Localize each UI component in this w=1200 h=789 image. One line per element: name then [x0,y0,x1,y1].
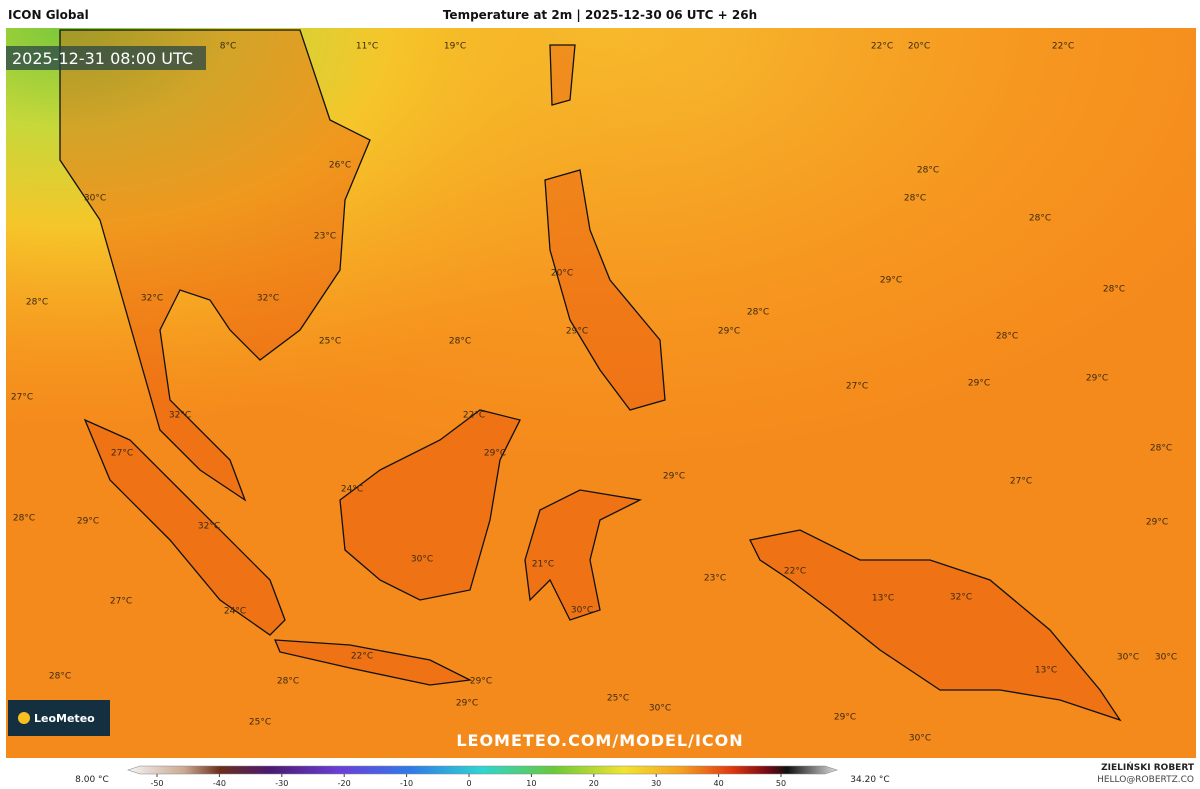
temperature-label: 28°C [904,194,926,204]
temperature-label: 30°C [1155,653,1177,663]
temperature-label: 32°C [169,411,191,421]
temperature-label: 29°C [718,327,740,337]
temperature-label: 28°C [1029,214,1051,224]
temperature-label: 22°C [351,652,373,662]
colorbar-tick-label: -50 [150,779,163,788]
temperature-label: 30°C [909,734,931,744]
island [83,418,286,636]
temperature-label: 20°C [551,269,573,279]
colorbar-tick-label: 0 [466,779,471,788]
temperature-label: 26°C [329,161,351,171]
temperature-label: 29°C [566,327,588,337]
island [339,409,521,601]
colorbar-min: 8.00 °C [75,775,109,785]
temperature-label: 28°C [996,332,1018,342]
colorbar-tick-label: 50 [776,779,786,788]
colorbar-tick-label: 10 [526,779,536,788]
watermark: LEOMETEO.COM/MODEL/ICON [456,731,743,750]
island [524,489,643,621]
temperature-label: 27°C [111,449,133,459]
temperature-label: 25°C [249,718,271,728]
temperature-label: 32°C [950,593,972,603]
author-contact: HELLO@ROBERTZ.CO [1097,775,1194,785]
logo-sun [18,712,30,724]
temperature-label: 24°C [341,485,363,495]
temperature-label: 29°C [1146,518,1168,528]
temperature-label: 29°C [1086,374,1108,384]
colorbar-tick-label: -30 [275,779,288,788]
temperature-label: 8°C [220,42,237,52]
valid-time: 2025-12-31 08:00 UTC [12,49,193,68]
map-title: Temperature at 2m | 2025-12-30 06 UTC + … [443,8,757,22]
temperature-label: 23°C [314,232,336,242]
temperature-label: 32°C [257,294,279,304]
temperature-label: 28°C [26,298,48,308]
temperature-label: 29°C [484,449,506,459]
temperature-label: 28°C [277,677,299,687]
colorbar-max: 34.20 °C [850,775,889,785]
mainland [59,29,371,502]
island [549,44,576,106]
logo: LeoMeteo [34,712,95,725]
temperature-label: 30°C [84,194,106,204]
temperature-label: 22°C [871,42,893,52]
temperature-label: 23°C [704,574,726,584]
temperature-label: 28°C [49,672,71,682]
temperature-label: 19°C [444,42,466,52]
colorbar-tick-label: -40 [213,779,226,788]
temperature-label: 30°C [1117,653,1139,663]
temperature-label: 30°C [649,704,671,714]
temperature-label: 28°C [917,166,939,176]
temperature-label: 28°C [13,514,35,524]
temperature-label: 13°C [872,594,894,604]
temperature-label: 32°C [198,522,220,532]
temperature-label: 32°C [141,294,163,304]
temperature-label: 29°C [456,699,478,709]
temperature-label: 21°C [532,560,554,570]
colorbar-tick-label: 20 [589,779,599,788]
temperature-label: 28°C [1150,444,1172,454]
author-name: ZIELIŃSKI ROBERT [1101,761,1195,773]
colorbar-ticks: -50 -40 -30 -20 -10 0 10 20 30 40 50 [150,774,786,788]
temperature-label: 30°C [411,555,433,565]
temperature-label: 28°C [449,337,471,347]
temperature-label: 30°C [571,606,593,616]
temperature-label: 29°C [880,276,902,286]
colorbar-tick-label: -20 [338,779,351,788]
colorbar-tick-label: 30 [651,779,661,788]
temperature-label: 27°C [11,393,33,403]
temperature-label: 11°C [356,42,378,52]
temperature-label: 29°C [77,517,99,527]
time-badge [6,46,206,70]
map-labels: 8°C 11°C 19°C 22°C 20°C 22°C 26°C 30°C 28°C 28°C 2… [11,42,1177,744]
island [749,529,1122,722]
temperature-label: 29°C [834,713,856,723]
temperature-label: 22°C [784,567,806,577]
colorbar-tick-label: 40 [714,779,724,788]
temperature-label: 22°C [1052,42,1074,52]
temperature-label: 27°C [1010,477,1032,487]
temperature-label: 20°C [908,42,930,52]
temperature-label: 29°C [663,472,685,482]
island [544,169,666,411]
temperature-label: 29°C [968,379,990,389]
colorbar [127,765,838,775]
colorbar-tick-label: -10 [400,779,413,788]
temperature-label: 27°C [110,597,132,607]
island [273,639,473,686]
temperature-label: 29°C [470,677,492,687]
map-shading [6,28,1196,758]
temperature-label: 25°C [319,337,341,347]
temperature-label: 28°C [1103,285,1125,295]
model-name: ICON Global [8,8,89,22]
temperature-label: 22°C [463,411,485,421]
temperature-label: 24°C [224,607,246,617]
land [59,29,1122,722]
temperature-label: 25°C [607,694,629,704]
temperature-label: 28°C [747,308,769,318]
temperature-label: 27°C [846,382,868,392]
temperature-label: 13°C [1035,666,1057,676]
